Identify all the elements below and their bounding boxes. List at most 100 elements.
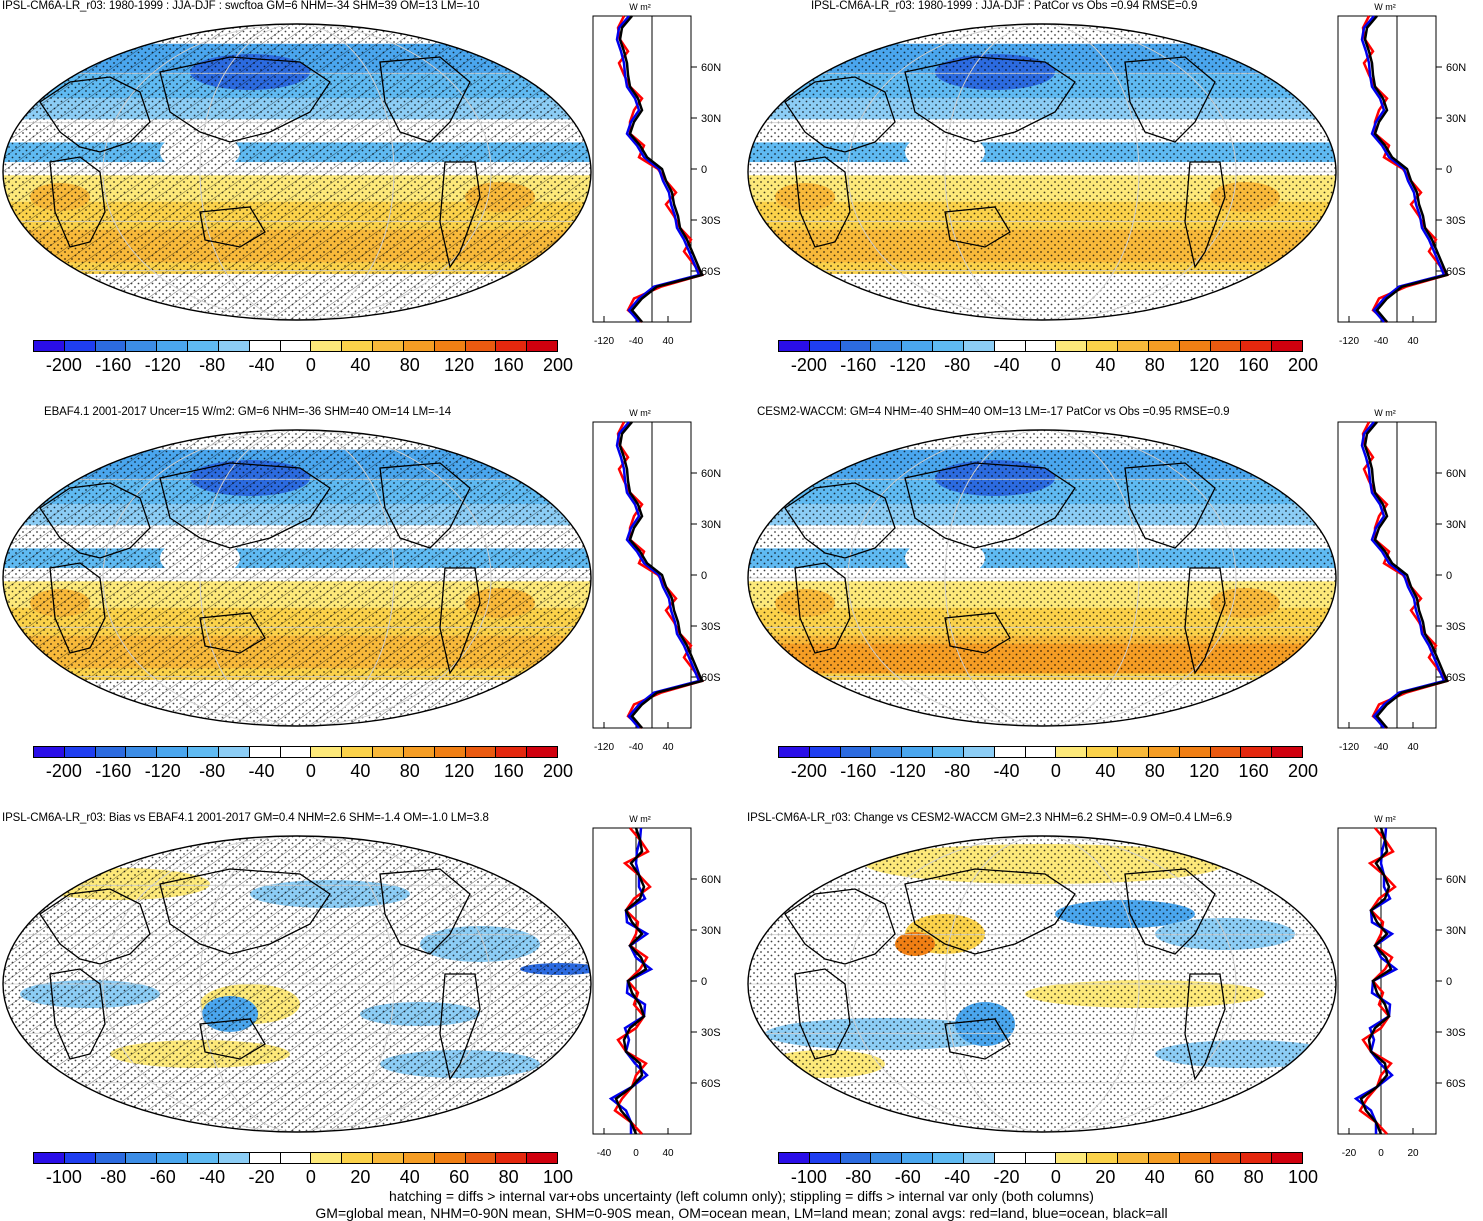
footnote-line-1: hatching = diffs > internal var+obs unce… <box>389 1188 1094 1204</box>
zonal-unit-label: W m² <box>629 814 651 824</box>
zonal-lat-tick-label: 60S <box>1446 672 1466 684</box>
colorbar-tick-label: 200 <box>542 355 574 375</box>
colorbar-swatch <box>1272 1153 1303 1163</box>
zonal-lat-tick-label: 60N <box>701 468 721 480</box>
zonal-x-tick-label: -40 <box>629 336 644 347</box>
colorbar-swatch <box>64 341 96 351</box>
colorbar-tick-label: 80 <box>1144 761 1165 781</box>
zonal-lat-tick-label: 0 <box>1446 164 1452 176</box>
zonal-lat-tick-label: 30S <box>1446 621 1466 633</box>
zonal-curve <box>613 827 652 1135</box>
colorbar-tick-label: -40 <box>993 761 1020 781</box>
colorbar-tick-label: 80 <box>1243 1167 1264 1187</box>
colorbar-swatch <box>373 1153 404 1163</box>
colorbar-swatch <box>342 747 374 757</box>
colorbar-swatch <box>95 747 127 757</box>
panel-2: IPSL-CM6A-LR_r03: 1980-1999 : JJA-DJF : … <box>745 0 1483 400</box>
zonal-x-tick-label: -40 <box>1374 336 1389 347</box>
colorbar-swatch <box>1148 341 1180 351</box>
colorbar-tick-label: 160 <box>493 761 524 781</box>
colorbar-swatch <box>218 747 250 757</box>
zonal-unit-label: W m² <box>629 408 651 418</box>
zonal-lat-tick-label: 30N <box>1446 519 1466 531</box>
colorbar-tick-label: 0 <box>305 761 316 781</box>
colorbar-swatch <box>249 747 281 757</box>
panel-1: IPSL-CM6A-LR_r03: 1980-1999 : JJA-DJF : … <box>0 0 740 400</box>
colorbar-swatch <box>126 747 158 757</box>
zonal-x-tick-label: 40 <box>1407 742 1419 753</box>
colorbar-tick-label: 200 <box>1287 761 1319 781</box>
colorbar-swatch <box>1087 341 1119 351</box>
zonal-lat-tick-label: 30N <box>1446 925 1466 937</box>
colorbar-tick-label: 100 <box>1287 1167 1319 1187</box>
zonal-curve <box>615 421 701 729</box>
zonal-x-tick-label: -40 <box>629 742 644 753</box>
colorbar-swatch <box>465 341 497 351</box>
colorbar-swatch <box>1056 747 1088 757</box>
colorbar-swatch <box>403 747 435 757</box>
zonal-mean-plot: W m² 60N 30N 0 30S 60S -40 0 40 <box>592 814 721 1159</box>
robinson-map <box>2 835 592 1133</box>
colorbar-tick-label: 40 <box>1095 761 1116 781</box>
colorbar-swatch <box>902 747 934 757</box>
zonal-lat-tick-label: 30N <box>701 519 721 531</box>
colorbar-tick-label: 120 <box>444 761 475 781</box>
colorbar-tick-label: -200 <box>790 761 827 781</box>
colorbar-tick-label: 60 <box>449 1167 470 1187</box>
colorbar-swatch <box>496 1153 528 1163</box>
panel-title: CESM2-WACCM: GM=4 NHM=-40 SHM=40 OM=13 L… <box>757 406 1230 418</box>
robinson-map <box>747 23 1337 321</box>
colorbar-swatch <box>963 747 995 757</box>
colorbar-tick-label: 120 <box>1189 355 1220 375</box>
zonal-x-tick-label: 40 <box>662 742 674 753</box>
colorbar-tick-label: -40 <box>248 355 275 375</box>
zonal-x-tick-label: -120 <box>1339 336 1359 347</box>
colorbar-swatch <box>34 1153 65 1163</box>
colorbar-swatch <box>1241 747 1273 757</box>
colorbar-swatch <box>373 747 404 757</box>
zonal-lat-tick-label: 30S <box>1446 215 1466 227</box>
colorbar-tick-label: -160 <box>95 355 132 375</box>
colorbar-swatch <box>311 747 343 757</box>
zonal-lat-tick-label: 60S <box>701 266 721 278</box>
zonal-x-tick-label: -120 <box>594 336 614 347</box>
zonal-curve <box>1358 827 1397 1135</box>
colorbar-swatch <box>1118 747 1149 757</box>
colorbar-swatch <box>496 341 528 351</box>
colorbar-tick-label: -80 <box>199 355 226 375</box>
zonal-lat-tick-label: 60S <box>1446 266 1466 278</box>
zonal-x-tick-label: -20 <box>1342 1148 1357 1159</box>
colorbar-swatch <box>434 1153 466 1163</box>
colorbar-tick-label: 200 <box>1287 355 1319 375</box>
colorbar-swatch <box>280 341 312 351</box>
zonal-lat-tick-label: 60N <box>1446 874 1466 886</box>
colorbar-swatch <box>809 1153 841 1163</box>
colorbar-swatch <box>527 747 558 757</box>
zonal-x-tick-label: 40 <box>662 336 674 347</box>
colorbar-swatch <box>902 341 934 351</box>
colorbar-swatch <box>1056 341 1088 351</box>
colorbar-swatch <box>840 747 872 757</box>
zonal-lat-tick-label: 30S <box>701 215 721 227</box>
colorbar-tick-label: 0 <box>305 355 316 375</box>
zonal-lat-tick-label: 30S <box>701 1027 721 1039</box>
colorbar-swatch <box>994 1153 1026 1163</box>
zonal-lat-tick-label: 60N <box>1446 468 1466 480</box>
panel-5: IPSL-CM6A-LR_r03: Bias vs EBAF4.1 2001-2… <box>0 812 740 1212</box>
zonal-lat-tick-label: 0 <box>1446 570 1452 582</box>
zonal-lat-tick-label: 30N <box>701 925 721 937</box>
zonal-unit-label: W m² <box>1374 814 1396 824</box>
colorbar-swatch <box>373 341 404 351</box>
colorbar-swatch <box>809 747 841 757</box>
colorbar-swatch <box>933 747 964 757</box>
zonal-curve <box>1360 421 1446 729</box>
zonal-lat-tick-label: 60N <box>701 62 721 74</box>
zonal-x-tick-label: 40 <box>662 1148 674 1159</box>
colorbar-swatch <box>280 1153 312 1163</box>
colorbar-tick-label: 60 <box>1194 1167 1215 1187</box>
colorbar-tick-label: -160 <box>840 355 877 375</box>
colorbar-tick-label: -20 <box>993 1167 1020 1187</box>
colorbar-swatch <box>1148 1153 1180 1163</box>
panel-title: IPSL-CM6A-LR_r03: 1980-1999 : JJA-DJF : … <box>2 0 480 12</box>
colorbar-tick-label: 160 <box>493 355 524 375</box>
